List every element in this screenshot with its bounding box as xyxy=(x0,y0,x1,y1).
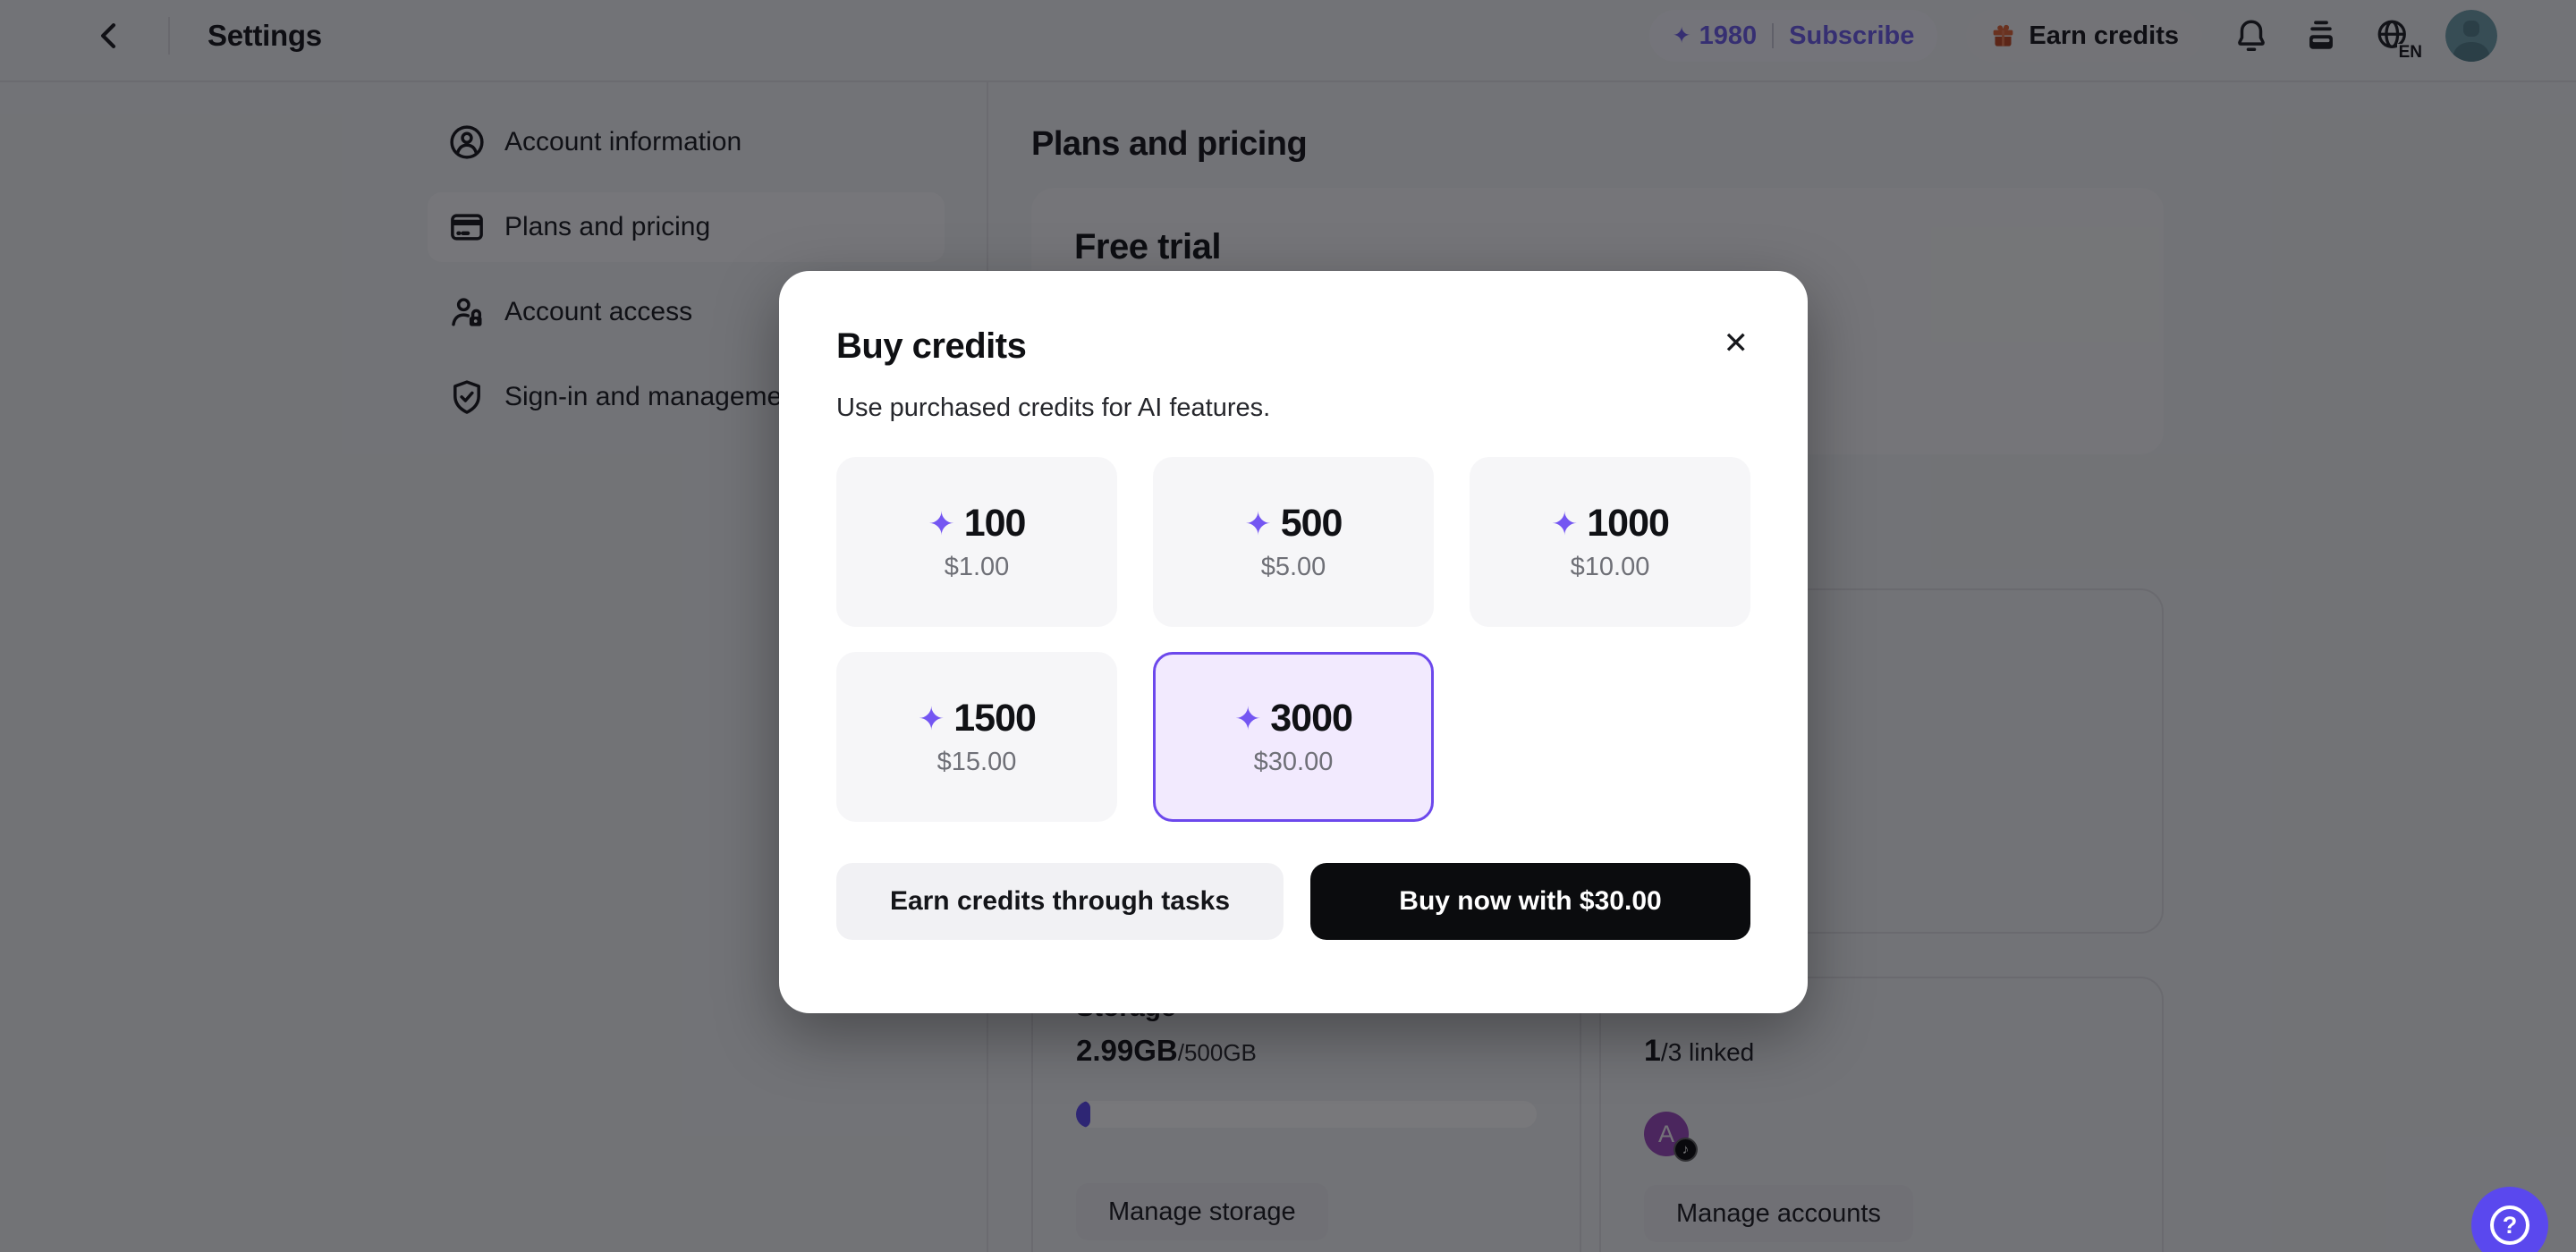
option-credits: 100 xyxy=(963,502,1027,545)
option-price: $15.00 xyxy=(936,748,1017,776)
credit-option-100[interactable]: ✦ 100 $1.00 xyxy=(836,457,1117,627)
credit-options-grid: ✦ 100 $1.00 ✦ 500 $5.00 ✦ 1000 $10.00 xyxy=(836,457,1750,822)
option-credits: 500 xyxy=(1280,502,1343,545)
credit-option-1000[interactable]: ✦ 1000 $10.00 xyxy=(1470,457,1750,627)
earn-credits-through-tasks-button[interactable]: Earn credits through tasks xyxy=(836,863,1284,940)
option-price: $1.00 xyxy=(944,553,1010,581)
option-price: $30.00 xyxy=(1253,748,1334,776)
sparkle-icon: ✦ xyxy=(918,699,945,737)
sparkle-icon: ✦ xyxy=(928,504,955,542)
modal-title: Buy credits xyxy=(836,326,1027,366)
credit-option-500[interactable]: ✦ 500 $5.00 xyxy=(1153,457,1434,627)
option-credits: 3000 xyxy=(1270,697,1353,740)
credit-option-1500[interactable]: ✦ 1500 $15.00 xyxy=(836,652,1117,822)
buy-credits-modal: Buy credits ✕ Use purchased credits for … xyxy=(779,271,1808,1013)
sparkle-icon: ✦ xyxy=(1244,504,1272,542)
question-mark-icon: ? xyxy=(2490,1205,2529,1245)
credit-option-3000-selected[interactable]: ✦ 3000 $30.00 xyxy=(1153,652,1434,822)
option-credits: 1000 xyxy=(1587,502,1670,545)
option-credits: 1500 xyxy=(953,697,1037,740)
close-icon[interactable]: ✕ xyxy=(1723,326,1750,360)
buy-now-button[interactable]: Buy now with $30.00 xyxy=(1310,863,1750,940)
sparkle-icon: ✦ xyxy=(1234,699,1262,737)
sparkle-icon: ✦ xyxy=(1551,504,1579,542)
help-button[interactable]: ? xyxy=(2471,1187,2548,1252)
option-price: $10.00 xyxy=(1570,553,1650,581)
option-price: $5.00 xyxy=(1260,553,1326,581)
modal-subtitle: Use purchased credits for AI features. xyxy=(836,393,1271,422)
